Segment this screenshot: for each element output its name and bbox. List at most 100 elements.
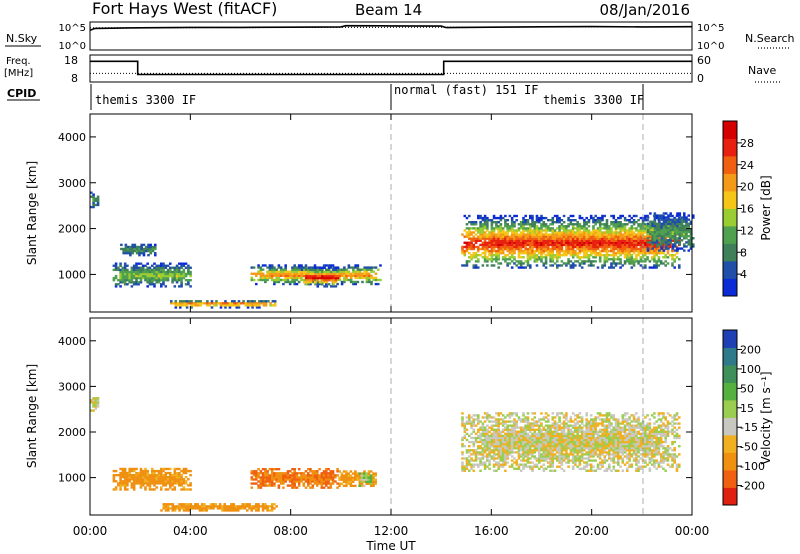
power-cell [598,239,602,242]
velocity-cell [492,416,496,419]
power-cell [648,266,652,269]
velocity-cell [264,505,267,508]
velocity-cell [132,467,136,471]
velocity-cell [522,447,525,450]
power-cell [662,218,666,221]
velocity-cell [495,445,498,448]
velocity-cell [569,451,573,454]
power-cell [477,260,480,263]
velocity-cell [187,507,190,510]
power-cell [560,245,564,249]
power-cell [474,237,478,240]
velocity-cell [488,455,491,458]
power-cell [261,274,265,277]
power-cell [562,237,566,240]
power-cell [490,243,494,247]
power-cell [286,274,290,277]
power-cell [628,214,631,218]
velocity-cell [128,474,131,477]
power-cell [184,262,188,265]
velocity-cell [542,442,546,446]
power-cell [676,232,679,236]
power-cell [490,258,494,261]
power-cell [474,227,478,230]
power-cell [580,237,584,240]
power-cell [160,268,163,272]
power-cell [583,254,586,257]
power-cell [628,235,631,238]
velocity-cell [369,484,373,488]
velocity-cell [128,469,131,473]
velocity-cell [461,453,464,456]
power-cell [598,237,602,240]
velocity-cell [490,438,494,442]
power-cell [252,266,256,269]
power-cell [522,235,525,238]
power-cell [474,241,478,244]
power-cell [212,302,216,305]
power-cell [273,270,276,273]
velocity-cell [277,478,281,481]
power-cell [474,223,478,226]
power-cell [531,254,534,257]
power-cell [305,281,308,284]
velocity-cell [519,463,523,466]
velocity-cell [184,467,188,471]
power-cell [297,268,301,271]
velocity-cell [567,457,570,460]
power-cell [160,272,163,276]
power-cell [635,241,638,244]
velocity-cell [574,461,577,464]
velocity-cell [526,447,530,450]
velocity-cell [565,432,568,436]
velocity-cell [121,469,125,473]
velocity-cell [474,455,478,458]
power-cell [662,249,666,252]
velocity-cell [510,459,514,462]
power-cell [189,272,192,276]
velocity-cell [166,480,170,483]
power-cell [185,306,189,309]
velocity-cell [526,432,530,436]
velocity-cell [535,449,539,452]
power-cell [312,266,315,269]
velocity-cell [187,509,190,512]
velocity-cell [580,440,584,444]
power-cell [264,274,267,277]
power-cell [130,268,134,272]
velocity-cell [363,480,366,483]
power-cell [358,270,362,273]
velocity-cell [468,434,471,438]
power-cell [288,280,292,284]
power-cell [495,233,498,236]
power-cell [316,285,320,288]
velocity-cell [576,422,579,425]
power-cell [293,268,296,271]
velocity-cell [331,472,335,475]
power-cell [589,262,593,265]
velocity-cell [275,474,278,477]
velocity-cell [112,488,116,491]
velocity-cell [504,463,507,466]
power-cell [173,272,177,276]
power-cell [506,235,509,238]
power-cell [465,262,469,265]
velocity-cell [155,476,159,479]
power-cell [130,266,134,269]
power-cell [126,283,129,286]
velocity-cell [461,463,464,466]
velocity-cell [164,482,168,485]
power-cell [327,279,331,282]
power-cell [312,268,315,272]
power-cell [621,241,625,244]
power-cell [671,228,675,232]
power-cell [233,304,236,307]
velocity-cell [495,438,498,442]
power-cell [123,270,127,274]
power-cell [657,252,661,255]
power-cell [312,272,315,276]
power-cell [131,252,134,255]
power-cell [465,264,469,267]
power-cell [567,245,570,249]
velocity-cell [191,505,195,508]
